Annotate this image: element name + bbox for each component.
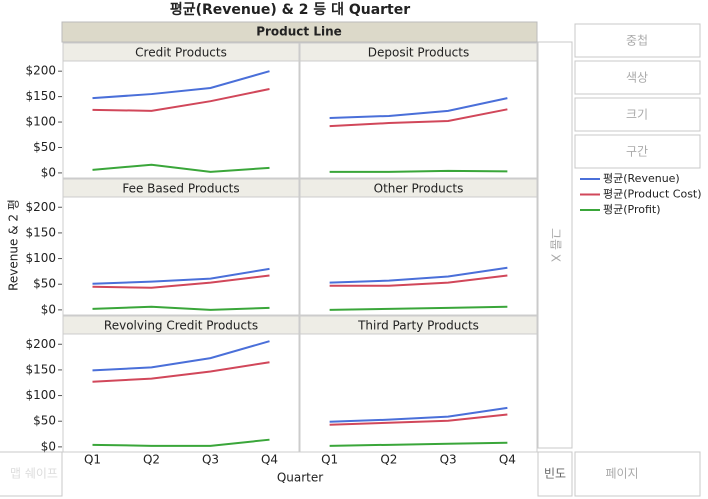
x-axis-label: Quarter <box>277 471 323 485</box>
interval-zone[interactable] <box>574 134 701 169</box>
series-line <box>92 361 270 383</box>
y-tick-label: $100 <box>25 115 56 129</box>
group-x-zone[interactable] <box>537 41 573 449</box>
y-tick-label: $150 <box>25 225 56 239</box>
x-tick-label: Q1 <box>321 453 338 467</box>
size-label: 크기 <box>626 108 648 122</box>
panel-title: Deposit Products <box>368 46 470 60</box>
chart-title: 평균(Revenue) & 2 등 대 Quarter <box>170 1 410 18</box>
panel-title: Other Products <box>374 182 464 196</box>
series-line <box>92 267 270 285</box>
series-line <box>92 87 270 112</box>
series-line <box>329 406 508 423</box>
freq-label: 빈도 <box>544 467 566 481</box>
series-line <box>329 169 508 173</box>
series-line <box>329 441 508 447</box>
x-tick-label: Q2 <box>380 453 397 467</box>
panel-title: Fee Based Products <box>122 182 239 196</box>
y-tick-label: $50 <box>33 140 56 154</box>
series-line <box>329 97 508 119</box>
x-tick-label: Q2 <box>143 453 160 467</box>
y-tick-label: $0 <box>41 439 56 453</box>
color-label: 색상 <box>626 71 648 85</box>
y-tick-label: $200 <box>25 64 56 78</box>
y-tick-label: $0 <box>41 302 56 316</box>
x-tick-label: Q1 <box>84 453 101 467</box>
overlay-zone[interactable] <box>574 23 701 58</box>
x-tick-label: Q3 <box>202 453 219 467</box>
legend-label: 평균(Profit) <box>603 203 661 216</box>
page-label: 페이지 <box>605 467 638 481</box>
y-tick-label: $0 <box>41 165 56 179</box>
x-tick-label: Q4 <box>499 453 516 467</box>
overlay-label: 중첩 <box>626 34 648 48</box>
series-line <box>329 413 508 426</box>
y-tick-label: $150 <box>25 89 56 103</box>
color-zone[interactable] <box>574 60 701 95</box>
plot-area <box>62 60 300 179</box>
y-tick-label: $50 <box>33 277 56 291</box>
series-line <box>329 305 508 311</box>
legend-label: 평균(Revenue) <box>603 172 680 185</box>
panel-title: Revolving Credit Products <box>104 319 258 333</box>
series-line <box>92 274 270 289</box>
panel-title: Credit Products <box>135 46 227 60</box>
series-line <box>92 70 270 100</box>
page-zone[interactable] <box>574 451 701 497</box>
facet-header <box>61 21 538 43</box>
size-zone[interactable] <box>574 97 701 132</box>
plot-area <box>299 60 538 179</box>
x-tick-label: Q3 <box>440 453 457 467</box>
group-x-label: 그룹 X <box>549 228 563 262</box>
map-shape-zone[interactable] <box>0 451 63 497</box>
series-line <box>92 163 270 173</box>
series-line <box>329 266 508 284</box>
map-shape-label: 맵 쉐이프 <box>10 467 58 481</box>
series-line <box>329 274 508 287</box>
y-tick-label: $150 <box>25 362 56 376</box>
series-line <box>329 108 508 128</box>
series-line <box>92 438 270 447</box>
y-axis-label: Revenue & 2 평 <box>7 199 21 291</box>
legend-label: 평균(Product Cost) <box>603 188 702 201</box>
plot-area <box>62 333 300 453</box>
plot-area <box>299 333 538 453</box>
freq-zone[interactable] <box>537 451 573 497</box>
y-tick-label: $200 <box>25 337 56 351</box>
y-tick-label: $50 <box>33 414 56 428</box>
y-tick-label: $200 <box>25 200 56 214</box>
plot-area <box>299 196 538 316</box>
interval-label: 구간 <box>626 145 648 159</box>
y-tick-label: $100 <box>25 388 56 402</box>
x-tick-label: Q4 <box>261 453 278 467</box>
plot-area <box>62 196 300 316</box>
facet-label: Product Line <box>256 25 342 39</box>
series-line <box>92 340 270 372</box>
panel-title: Third Party Products <box>357 319 479 333</box>
y-tick-label: $100 <box>25 251 56 265</box>
series-line <box>92 305 270 311</box>
